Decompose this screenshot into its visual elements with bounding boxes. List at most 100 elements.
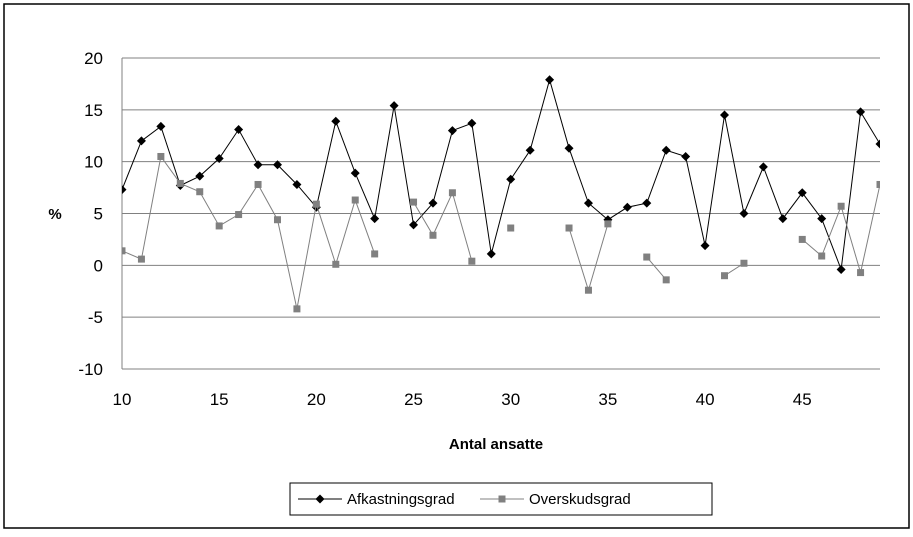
data-point: [681, 151, 691, 161]
series-line: [122, 77, 880, 270]
data-point: [643, 253, 651, 261]
data-point: [371, 250, 379, 258]
data-point: [661, 145, 671, 155]
data-point: [272, 160, 282, 170]
y-tick-label: 15: [84, 101, 103, 120]
data-point: [545, 75, 555, 85]
gridlines: [122, 57, 880, 370]
data-point: [410, 198, 418, 206]
data-point: [564, 143, 574, 153]
data-point: [875, 139, 880, 149]
x-tick-label: 45: [793, 390, 812, 409]
y-tick-label: 0: [94, 256, 103, 275]
data-point: [332, 260, 340, 268]
data-point: [797, 188, 807, 198]
data-point: [622, 202, 632, 212]
y-tick-label: 5: [94, 205, 103, 224]
data-point: [195, 171, 205, 181]
data-point: [467, 118, 477, 128]
data-point: [428, 198, 438, 208]
y-tick-label: 10: [84, 153, 103, 172]
y-tick-label: 20: [84, 49, 103, 68]
x-tick-labels: 10 15 20 25 30 35 40 45: [113, 390, 812, 409]
data-point: [122, 185, 127, 195]
data-point: [565, 224, 573, 232]
data-point: [196, 188, 204, 196]
series-group: [122, 75, 880, 313]
legend: Afkastningsgrad Overskudsgrad: [289, 482, 713, 516]
data-point: [507, 224, 515, 232]
data-point: [389, 101, 399, 111]
data-point: [468, 257, 476, 265]
data-point: [273, 216, 281, 224]
data-point: [856, 107, 866, 117]
data-point: [584, 286, 592, 294]
x-tick-label: 15: [210, 390, 229, 409]
y-tick-labels: 20 15 10 5 0 -5 -10: [78, 49, 103, 379]
data-point: [409, 220, 419, 230]
data-point: [122, 247, 126, 255]
data-point: [604, 220, 612, 228]
data-point: [721, 272, 729, 280]
x-tick-label: 30: [501, 390, 520, 409]
data-point: [758, 162, 768, 172]
data-point: [351, 196, 359, 204]
data-point: [157, 152, 165, 160]
data-point: [857, 269, 865, 277]
data-point: [817, 214, 827, 224]
series-afkastningsgrad: [122, 75, 880, 274]
legend-label: Overskudsgrad: [529, 491, 631, 508]
y-tick-label: -5: [88, 308, 103, 327]
data-point: [137, 255, 145, 263]
y-tick-label: -10: [78, 360, 103, 379]
data-point: [176, 179, 184, 187]
y-axis-label: %: [48, 206, 61, 223]
data-point: [662, 276, 670, 284]
series-line: [646, 256, 667, 281]
x-tick-label: 35: [598, 390, 617, 409]
data-point: [448, 189, 456, 197]
data-point: [778, 214, 788, 224]
x-tick-label: 20: [307, 390, 326, 409]
data-point: [818, 252, 826, 260]
data-point: [486, 249, 496, 259]
data-point: [837, 202, 845, 210]
data-point: [720, 110, 730, 120]
x-axis-label: Antal ansatte: [449, 436, 543, 453]
data-point: [447, 126, 457, 136]
data-point: [370, 214, 380, 224]
data-point: [293, 305, 301, 313]
data-point: [331, 116, 341, 126]
data-point: [583, 198, 593, 208]
data-point: [525, 145, 535, 155]
data-point: [642, 198, 652, 208]
series-line: [413, 191, 473, 262]
legend-diamond-marker: [315, 494, 325, 504]
data-point: [292, 179, 302, 189]
data-point: [156, 121, 166, 131]
chart-border: [3, 3, 910, 529]
data-point: [234, 125, 244, 135]
data-point: [215, 222, 223, 230]
data-point: [798, 235, 806, 243]
legend-square-marker: [498, 495, 506, 503]
series-overskudsgrad: [122, 152, 880, 313]
legend-label: Afkastningsgrad: [347, 491, 455, 508]
x-tick-label: 40: [696, 390, 715, 409]
data-point: [312, 200, 320, 208]
x-tick-label: 25: [404, 390, 423, 409]
data-point: [235, 211, 243, 219]
data-point: [254, 180, 262, 188]
data-point: [350, 168, 360, 178]
data-point: [214, 154, 224, 164]
data-point: [876, 180, 880, 188]
data-point: [740, 259, 748, 267]
data-point: [506, 174, 516, 184]
data-point: [700, 241, 710, 251]
data-point: [836, 264, 846, 274]
data-point: [429, 231, 437, 239]
x-tick-label: 10: [113, 390, 132, 409]
data-point: [253, 160, 263, 170]
